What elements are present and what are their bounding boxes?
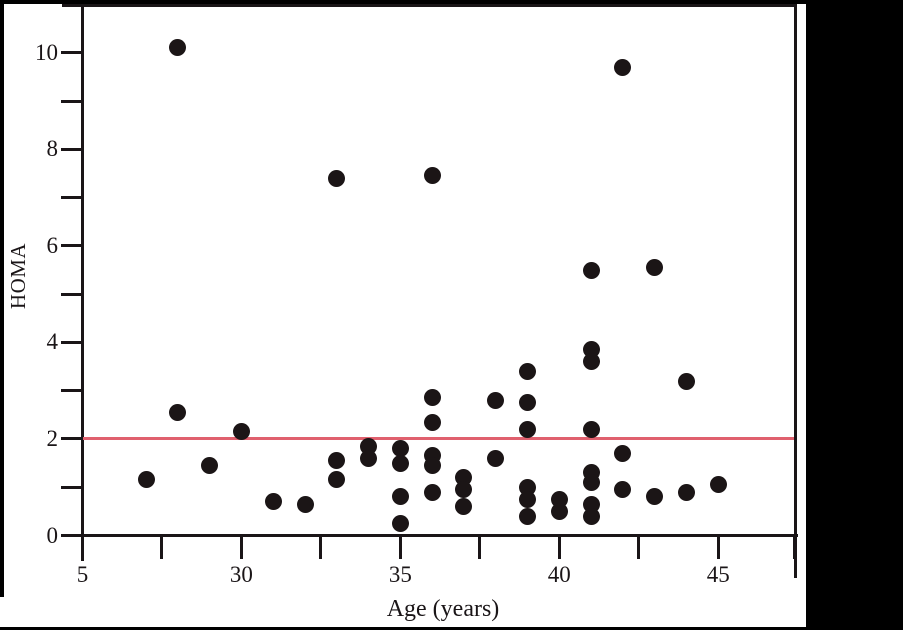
data-point [328, 452, 346, 470]
x-axis-minor-tick [637, 535, 641, 559]
y-axis-major-tick [61, 244, 83, 248]
data-point [201, 457, 219, 474]
data-point [582, 261, 600, 279]
y-axis-minor-tick [61, 196, 83, 200]
data-point [519, 490, 536, 508]
data-point [391, 514, 409, 532]
plot-frame-top [62, 4, 797, 7]
data-point [519, 507, 536, 525]
y-axis-tick-label: 2 [46, 425, 59, 451]
figure-border-top [0, 0, 806, 4]
data-point [519, 394, 536, 412]
x-axis-tick-label: 5 [76, 562, 89, 587]
figure-border-left [0, 0, 4, 597]
x-axis-minor-tick [478, 535, 482, 559]
data-point [677, 372, 695, 390]
x-axis-minor-tick [160, 535, 164, 559]
y-axis-major-tick [61, 51, 83, 55]
data-point [137, 471, 155, 489]
y-axis-minor-tick [61, 485, 83, 489]
data-point [232, 423, 250, 441]
reference-line-homa-2 [83, 437, 794, 441]
x-axis-major-tick [239, 535, 243, 559]
x-axis-major-tick [81, 535, 84, 559]
y-axis-title: HOMA [6, 242, 30, 310]
data-point [614, 444, 632, 462]
data-point [487, 391, 505, 409]
x-axis-line [62, 534, 798, 537]
data-point [328, 169, 346, 187]
figure-border-bottom [0, 627, 806, 630]
x-axis-tick-label: 40 [547, 562, 571, 587]
x-axis-title: Age (years) [386, 596, 500, 622]
data-point [709, 476, 727, 494]
data-point [169, 39, 187, 57]
data-point [391, 488, 409, 506]
y-axis-major-tick [61, 437, 83, 441]
x-axis-tick-label: 35 [388, 562, 412, 587]
data-point [677, 483, 695, 501]
data-point [582, 507, 600, 525]
y-axis-minor-tick [61, 292, 83, 296]
data-point [423, 389, 441, 407]
data-point [169, 403, 187, 421]
data-point [296, 495, 314, 513]
y-axis-tick-label: 6 [46, 232, 59, 258]
data-point [423, 483, 441, 501]
y-axis-major-tick [61, 147, 83, 151]
data-point [550, 502, 568, 520]
x-axis-major-tick [557, 535, 561, 559]
data-point [519, 420, 536, 438]
data-point [264, 493, 282, 511]
data-point [582, 420, 600, 438]
data-point [423, 457, 441, 474]
y-axis-major-tick [61, 340, 83, 344]
data-point [423, 413, 441, 431]
figure-border-right [806, 0, 903, 630]
data-point [360, 449, 378, 467]
y-axis-tick-label: 8 [46, 136, 59, 162]
y-axis-minor-tick [61, 389, 83, 393]
plot-frame-right [794, 4, 797, 578]
y-axis-tick-label: 0 [46, 522, 59, 548]
y-axis-major-tick [61, 534, 83, 537]
x-axis-tick-label: 45 [706, 562, 730, 587]
data-point [582, 473, 600, 491]
data-point [423, 167, 441, 185]
data-point [455, 498, 473, 516]
data-point [519, 362, 536, 380]
y-axis-tick-label: 10 [35, 39, 58, 65]
data-point [582, 353, 600, 371]
x-axis-minor-tick [319, 535, 323, 559]
data-point [328, 471, 346, 489]
data-point [487, 449, 505, 467]
x-axis-tick-label: 30 [229, 562, 253, 587]
y-axis-minor-tick [61, 99, 83, 103]
data-point [646, 259, 664, 277]
data-point [391, 454, 409, 472]
y-axis-line [81, 4, 84, 561]
data-point [646, 488, 664, 506]
data-point [614, 58, 632, 76]
x-axis-minor-tick [793, 535, 796, 559]
data-point [391, 440, 409, 458]
x-axis-major-tick [398, 535, 402, 559]
data-point [614, 481, 632, 499]
x-axis-major-tick [716, 535, 720, 559]
y-axis-tick-label: 4 [46, 329, 59, 355]
data-point [455, 481, 473, 499]
